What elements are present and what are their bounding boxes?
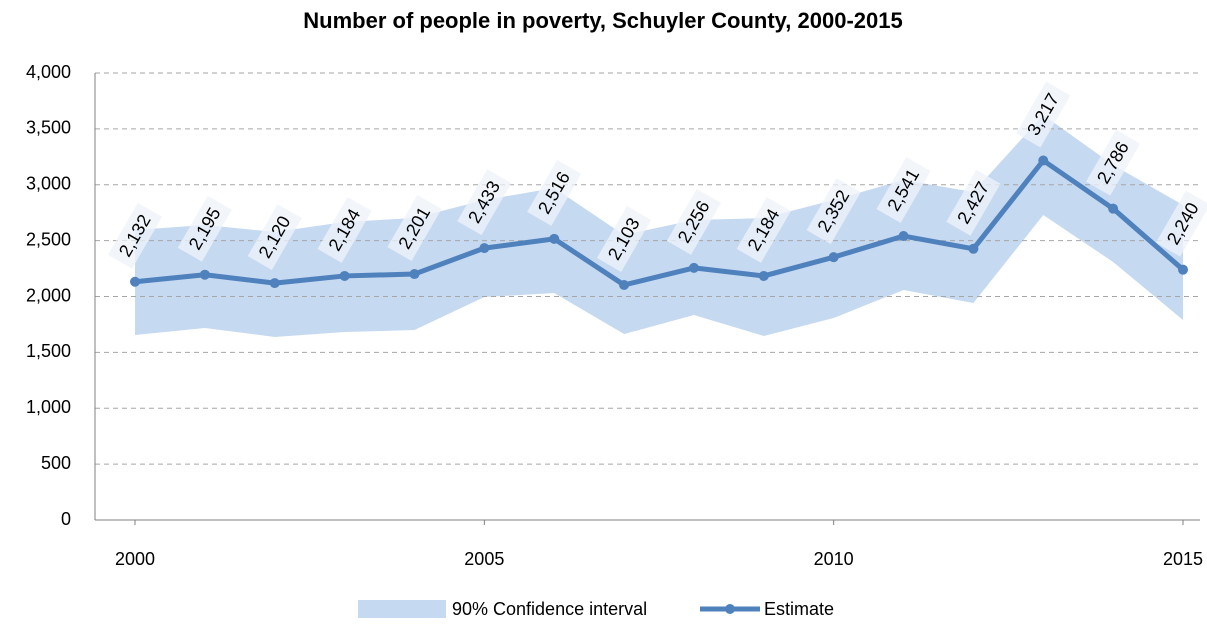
label-box (457, 169, 512, 236)
marker (898, 231, 909, 242)
legend-label: Estimate (764, 599, 834, 619)
marker (339, 270, 350, 281)
label-box (1016, 81, 1071, 148)
confidence-band (135, 115, 1183, 337)
marker (269, 278, 280, 289)
label-box (806, 178, 861, 245)
legend-swatch (358, 600, 446, 618)
marker (409, 269, 420, 280)
marker (828, 252, 839, 263)
y-tick-label: 500 (41, 453, 71, 473)
label-box (666, 188, 722, 255)
marker (758, 270, 769, 281)
label-box (596, 206, 652, 272)
label-box (247, 204, 302, 271)
label-box (736, 196, 791, 263)
marker (130, 276, 140, 287)
marker (1108, 203, 1119, 214)
marker (968, 243, 979, 254)
marker (199, 269, 210, 280)
y-tick-label: 0 (61, 509, 71, 529)
label-box (527, 159, 582, 226)
label-box (107, 202, 163, 269)
y-tick-label: 1,000 (26, 397, 71, 417)
label-box (1155, 190, 1207, 257)
y-tick-label: 3,000 (26, 174, 71, 194)
marker (479, 243, 490, 254)
label-box (1086, 129, 1141, 196)
y-tick-label: 2,500 (26, 229, 71, 249)
y-tick-label: 1,500 (26, 341, 71, 361)
line (134, 158, 1185, 288)
marker (688, 262, 699, 273)
legend-marker (725, 604, 735, 614)
y-tick-label: 2,000 (26, 285, 71, 305)
x-tick-label: 2000 (115, 549, 155, 569)
x-tick-label: 2005 (464, 549, 504, 569)
x-tick-label: 2015 (1163, 549, 1203, 569)
label-box (876, 157, 931, 224)
label-box (317, 196, 372, 263)
y-tick-label: 4,000 (26, 62, 71, 82)
label-box (387, 195, 442, 262)
marker (1178, 264, 1188, 275)
y-tick-label: 3,500 (26, 118, 71, 138)
marker (549, 233, 560, 244)
chart-title: Number of people in poverty, Schuyler Co… (303, 8, 902, 33)
label-box (946, 169, 1001, 236)
x-tick-label: 2010 (814, 549, 854, 569)
marker (1038, 155, 1049, 166)
label-box (177, 195, 232, 262)
marker (619, 279, 630, 290)
legend-label: 90% Confidence interval (452, 599, 647, 619)
